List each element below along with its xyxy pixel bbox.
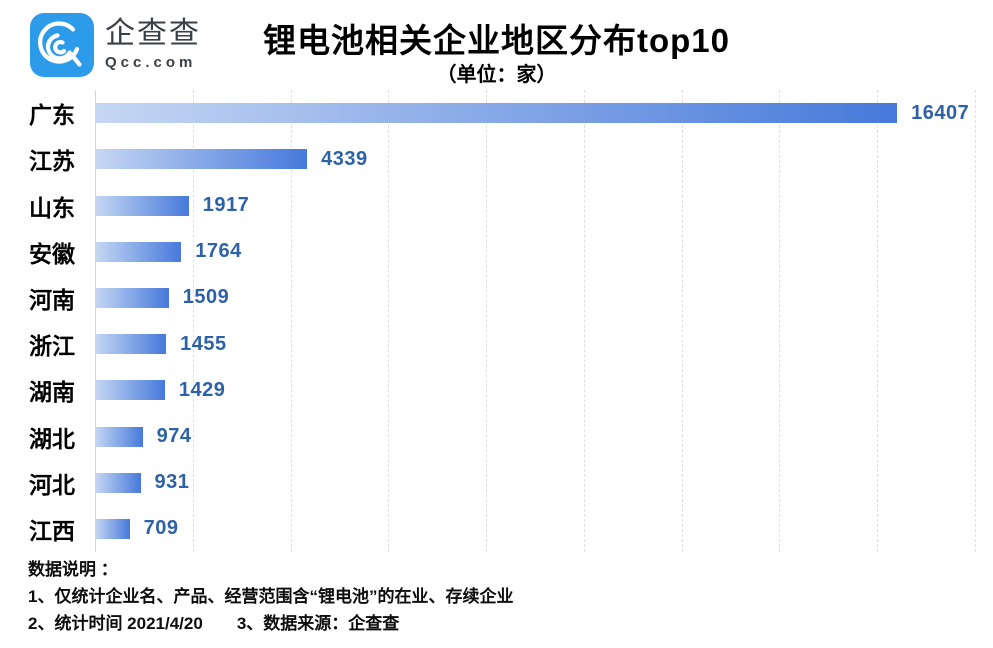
bar: [95, 334, 167, 355]
bar: [95, 472, 141, 493]
gridline: [486, 90, 488, 552]
bar-row: 江苏 4339: [0, 136, 993, 182]
bar-row: 山东 1917: [0, 182, 993, 228]
gridline: [877, 90, 879, 552]
bar-row: 广东 16407: [0, 90, 993, 136]
gridline: [975, 90, 976, 552]
qcc-logo: 企查查 Qcc.com: [30, 13, 201, 77]
footer-heading: 数据说明 ：: [28, 560, 118, 579]
value-label: 4339: [321, 147, 368, 170]
category-label: 江苏: [29, 148, 75, 175]
chart-gridlines: [95, 90, 976, 552]
footer-note-2a: 2、统计时间 2021/4/20: [28, 614, 203, 633]
value-label: 1429: [178, 378, 226, 401]
bar: [95, 195, 189, 216]
y-axis-line: [95, 90, 96, 552]
footer-note-2b: 3、数据来源：企查查: [236, 614, 400, 633]
bar: [95, 241, 182, 262]
chart-title: 锂电池相关企业地区分布top10: [262, 22, 730, 59]
value-label: 709: [143, 517, 179, 540]
bar: [95, 518, 130, 539]
bar: [95, 149, 308, 170]
qcc-logo-icon: [30, 13, 94, 77]
category-label: 河南: [29, 286, 75, 313]
bar-row: 安徽 1764: [0, 229, 993, 275]
gridline: [290, 90, 292, 552]
category-label: 湖南: [29, 379, 75, 406]
category-label: 河北: [29, 471, 75, 498]
qcc-logo-text: 企查查 Qcc.com: [105, 17, 201, 73]
bar-row: 河南 1509: [0, 275, 993, 321]
chart-subtitle: （单位：家）: [436, 64, 557, 86]
category-label: 山东: [29, 194, 75, 221]
logo-company-name: 企查查: [105, 17, 201, 50]
bar-track: 1764: [95, 229, 993, 275]
value-label: 1455: [180, 332, 227, 355]
bar-track: 974: [95, 413, 993, 459]
bar-track: 4339: [95, 136, 993, 182]
bar-track: 1509: [95, 275, 993, 321]
value-label: 974: [156, 425, 192, 448]
bar: [95, 103, 898, 124]
chart-header: 锂电池相关企业地区分布top10 （单位：家）: [0, 0, 993, 87]
bar: [95, 380, 165, 401]
category-label: 湖北: [29, 425, 75, 452]
bar-track: 1455: [95, 321, 993, 367]
category-label: 安徽: [29, 240, 75, 267]
bar-row: 河北 931: [0, 460, 993, 506]
value-label: 1917: [202, 194, 250, 216]
gridline: [388, 90, 390, 552]
category-label: 广东: [29, 102, 75, 129]
bar-chart: 广东 16407 江苏 4339 山东 1917 安徽 1764 河南 1509 浙江 1455 湖南 1…: [0, 90, 993, 552]
category-label: 浙江: [29, 333, 75, 360]
gridline: [779, 90, 781, 552]
bar: [95, 426, 143, 447]
footer-note-2: 2、统计时间 2021/4/20 3、数据来源：企查查: [28, 610, 513, 637]
value-label: 1764: [195, 240, 242, 263]
bar-track: 931: [95, 460, 993, 506]
category-label: 江西: [29, 517, 75, 544]
logo-domain-text: Qcc.com: [105, 54, 197, 71]
value-label: 16407: [911, 101, 970, 124]
bar-row: 湖南 1429: [0, 367, 993, 413]
data-notes: 数据说明 ： 1、仅统计企业名、产品、经营范围含“锂电池”的在业、存续企业 2、…: [28, 556, 513, 637]
bar-row: 江西 709: [0, 506, 993, 552]
chart-rows: 广东 16407 江苏 4339 山东 1917 安徽 1764 河南 1509 浙江 1455 湖南 1…: [0, 90, 993, 552]
bar-track: 1429: [95, 367, 993, 413]
gridline: [583, 90, 585, 552]
gridline: [681, 90, 683, 552]
footer-note-1: 1、仅统计企业名、产品、经营范围含“锂电池”的在业、存续企业: [28, 587, 514, 606]
bar-track: 709: [95, 506, 993, 552]
bar-track: 1917: [95, 182, 993, 228]
bar-row: 浙江 1455: [0, 321, 993, 367]
bar-track: 16407: [95, 90, 993, 136]
value-label: 1509: [182, 286, 230, 309]
bar-row: 湖北 974: [0, 413, 993, 459]
gridline: [192, 90, 194, 552]
bar: [95, 287, 169, 308]
value-label: 931: [154, 471, 190, 494]
